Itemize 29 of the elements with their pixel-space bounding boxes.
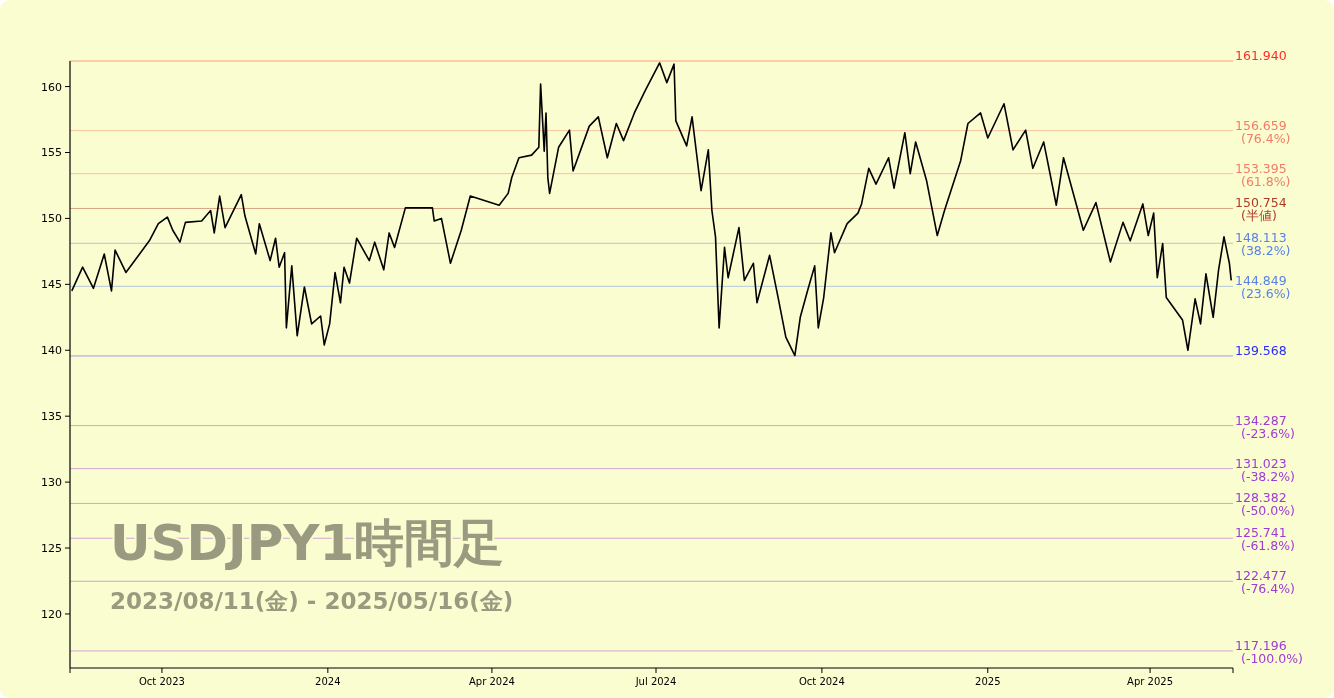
ref-line-label: 128.382 (-50.0%) [1235, 490, 1295, 519]
y-tick-label: 140 [41, 344, 62, 358]
ref-line-label: 131.023 (-38.2%) [1235, 455, 1295, 484]
ref-line-label: 117.196 (-100.0%) [1235, 637, 1303, 666]
ref-line-label: 148.113 (38.2%) [1235, 230, 1291, 259]
ref-line-label: 144.849 (23.6%) [1235, 273, 1291, 302]
y-tick-label: 150 [41, 212, 62, 226]
x-tick-label: 2025 [975, 676, 1001, 687]
x-tick-label: Apr 2024 [468, 676, 515, 687]
ref-line-label: 139.568 [1235, 342, 1287, 358]
ref-line-label: 153.395 (61.8%) [1235, 160, 1291, 189]
ref-line-label: 125.741 (-61.8%) [1235, 525, 1295, 554]
ref-line-label: 134.287 (-23.6%) [1235, 412, 1295, 441]
x-tick-label: Jul 2024 [634, 676, 677, 687]
ref-line-label: 150.754 (半値) [1235, 195, 1287, 224]
y-tick-label: 155 [41, 146, 62, 160]
y-tick-label: 130 [41, 476, 62, 490]
ref-line-label: 156.659 (76.4%) [1235, 117, 1291, 146]
ref-line-label: 161.940 [1235, 48, 1287, 63]
y-tick-label: 120 [41, 607, 62, 621]
x-tick-label: Apr 2025 [1127, 676, 1174, 687]
x-tick-label: Oct 2024 [798, 676, 845, 687]
x-tick-label: 2024 [315, 676, 341, 687]
y-tick-label: 145 [41, 278, 62, 292]
x-tick-label: Oct 2023 [139, 676, 185, 687]
y-tick-label: 125 [41, 542, 62, 556]
y-tick-label: 160 [41, 80, 62, 94]
y-tick-label: 135 [41, 410, 62, 424]
ref-line-label: 122.477 (-76.4%) [1235, 568, 1295, 597]
